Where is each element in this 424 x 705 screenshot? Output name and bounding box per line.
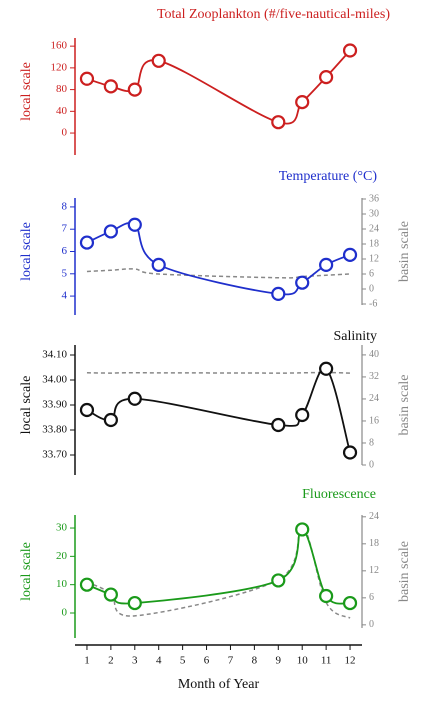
y-tick-label: 40 <box>56 105 68 117</box>
data-point <box>271 573 286 588</box>
y2-tick-label: 32 <box>369 371 379 382</box>
series-line <box>86 49 351 125</box>
y2-tick-label: 30 <box>369 208 379 219</box>
y2-tick-label: 0 <box>369 283 374 294</box>
y2-tick-label: 40 <box>369 349 379 360</box>
data-point <box>127 82 142 97</box>
data-point <box>151 257 166 272</box>
y-tick-label: 5 <box>62 267 68 279</box>
y2-tick-label: -6 <box>369 298 377 309</box>
y-tick-label: 33.70 <box>42 449 67 461</box>
data-point <box>295 94 310 110</box>
y2-axis-label: basin scale <box>397 221 412 282</box>
data-point <box>271 115 286 130</box>
y2-tick-label: 36 <box>369 193 379 204</box>
x-tick-label: 3 <box>132 655 138 667</box>
panel-title: Temperature (°C) <box>279 169 378 184</box>
data-point <box>342 595 358 611</box>
panel-title: Salinity <box>333 329 377 344</box>
y-tick-label: 0 <box>62 127 68 139</box>
x-tick-label: 2 <box>108 655 114 667</box>
series-line <box>86 367 351 453</box>
data-point <box>79 71 95 86</box>
y-tick-label: 4 <box>62 290 68 302</box>
y2-tick-label: 8 <box>369 437 374 448</box>
y2-tick-label: 24 <box>369 223 379 234</box>
data-point <box>295 407 310 423</box>
y2-tick-label: 24 <box>369 511 379 522</box>
y2-tick-label: 18 <box>369 238 379 249</box>
y2-tick-label: 0 <box>369 619 374 630</box>
y-tick-label: 120 <box>51 61 68 73</box>
data-point <box>79 577 95 592</box>
x-tick-label: 7 <box>228 655 234 667</box>
data-point <box>342 445 358 460</box>
x-tick-label: 5 <box>180 655 186 667</box>
x-tick-label: 12 <box>345 655 356 667</box>
y-tick-label: 33.80 <box>42 424 67 436</box>
data-point <box>295 275 310 290</box>
y2-tick-label: 24 <box>369 393 379 404</box>
data-point <box>342 43 358 58</box>
x-tick-label: 11 <box>321 655 332 667</box>
y-tick-label: 33.90 <box>42 399 67 411</box>
data-point <box>342 247 358 262</box>
y-tick-label: 34.00 <box>42 374 67 386</box>
data-point <box>319 361 334 376</box>
y-axis-label: local scale <box>19 222 34 281</box>
y2-axis-label: basin scale <box>397 374 412 435</box>
panel-title: Fluorescence <box>302 487 376 502</box>
y2-tick-label: 6 <box>369 268 374 279</box>
y-axis-label: local scale <box>19 542 34 601</box>
data-point <box>103 412 118 428</box>
data-point <box>319 588 334 604</box>
basin-line <box>86 371 351 374</box>
y2-tick-label: 18 <box>369 538 379 549</box>
x-tick-label: 9 <box>276 655 282 667</box>
y2-tick-label: 16 <box>369 415 379 426</box>
data-point <box>103 224 118 239</box>
data-point <box>79 402 95 418</box>
y-tick-label: 7 <box>62 223 68 235</box>
data-point <box>103 587 118 602</box>
data-point <box>79 235 95 250</box>
y2-tick-label: 12 <box>369 253 379 264</box>
y2-tick-label: 6 <box>369 592 374 603</box>
y-tick-label: 6 <box>62 245 68 257</box>
y-tick-label: 8 <box>62 200 68 212</box>
y2-axis-label: basin scale <box>397 541 412 602</box>
data-point <box>103 79 118 94</box>
x-tick-label: 10 <box>297 655 309 667</box>
data-point <box>127 391 142 406</box>
data-point <box>319 257 334 272</box>
y2-tick-label: 12 <box>369 565 379 576</box>
data-point <box>271 417 286 433</box>
x-tick-label: 1 <box>84 655 90 667</box>
y-tick-label: 0 <box>62 607 68 619</box>
panel-title: Total Zooplankton (#/five-nautical-miles… <box>157 7 390 22</box>
y2-tick-label: 0 <box>369 459 374 470</box>
x-axis-label: Month of Year <box>178 677 260 692</box>
y-tick-label: 80 <box>56 83 68 95</box>
series-line <box>86 528 351 605</box>
data-point <box>295 522 310 537</box>
x-tick-label: 4 <box>156 655 162 667</box>
y-tick-label: 34.10 <box>42 349 67 361</box>
y-tick-label: 160 <box>51 40 68 52</box>
x-tick-label: 6 <box>204 655 210 667</box>
data-point <box>127 595 142 611</box>
data-point <box>127 217 142 232</box>
data-point <box>319 70 334 85</box>
y-tick-label: 20 <box>56 550 68 562</box>
data-point <box>151 53 166 68</box>
y-axis-label: local scale <box>19 62 34 121</box>
x-tick-label: 8 <box>252 655 258 667</box>
series-line <box>86 222 351 296</box>
y-axis-label: local scale <box>19 376 34 435</box>
y-tick-label: 10 <box>56 578 68 590</box>
y-tick-label: 30 <box>56 522 68 534</box>
data-point <box>271 286 286 301</box>
